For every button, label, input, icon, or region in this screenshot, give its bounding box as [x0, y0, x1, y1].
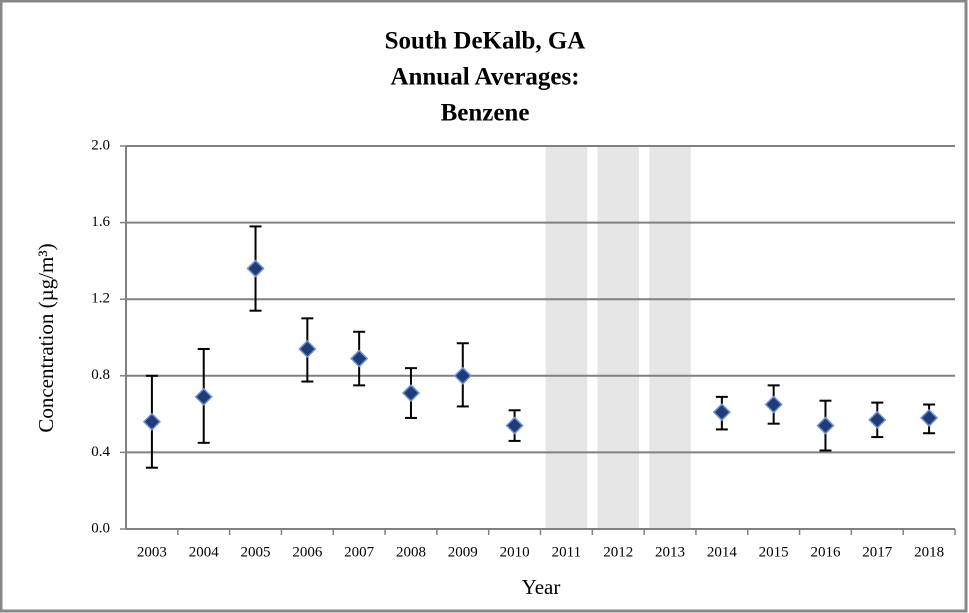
chart-title: Annual Averages: [390, 64, 579, 91]
no-data-band [545, 146, 588, 529]
x-tick-label: 2018 [914, 544, 944, 560]
x-tick-label: 2007 [344, 544, 375, 560]
x-tick-label: 2010 [500, 544, 530, 560]
point [816, 416, 835, 435]
x-tick-label: 2017 [862, 544, 893, 560]
y-tick-label: 1.2 [91, 291, 110, 307]
x-tick-label: 2013 [655, 544, 685, 560]
y-tick-label: 0.4 [91, 444, 110, 460]
y-tick-label: 2.0 [91, 137, 110, 153]
point [453, 366, 472, 385]
x-tick-label: 2014 [707, 544, 738, 560]
point [764, 395, 783, 414]
point [505, 416, 524, 435]
point [920, 408, 939, 427]
point [246, 259, 265, 278]
y-tick-label: 0.8 [91, 367, 110, 383]
point [350, 349, 369, 368]
point [142, 412, 161, 431]
x-tick-label: 2004 [189, 544, 220, 560]
y-axis-title: Concentration (µg/m³) [34, 243, 58, 432]
y-tick-label: 0.0 [91, 520, 110, 536]
x-tick-label: 2012 [603, 544, 633, 560]
x-tick-label: 2009 [448, 544, 478, 560]
x-axis-title: Year [522, 575, 561, 599]
x-tick-label: 2015 [759, 544, 789, 560]
x-tick-label: 2016 [810, 544, 841, 560]
no-data-band [649, 146, 691, 529]
y-tick-label: 1.6 [91, 214, 110, 230]
x-tick-label: 2006 [292, 544, 323, 560]
x-tick-label: 2003 [137, 544, 167, 560]
point [868, 410, 887, 429]
point [194, 387, 213, 406]
point [712, 403, 731, 422]
no-data-band [597, 146, 639, 529]
x-tick-label: 2005 [241, 544, 271, 560]
point [401, 383, 421, 403]
point [298, 339, 317, 359]
x-tick-label: 2008 [396, 544, 426, 560]
chart-title: South DeKalb, GA [385, 28, 586, 55]
x-tick-label: 2011 [552, 544, 581, 560]
chart-title: Benzene [441, 100, 530, 127]
